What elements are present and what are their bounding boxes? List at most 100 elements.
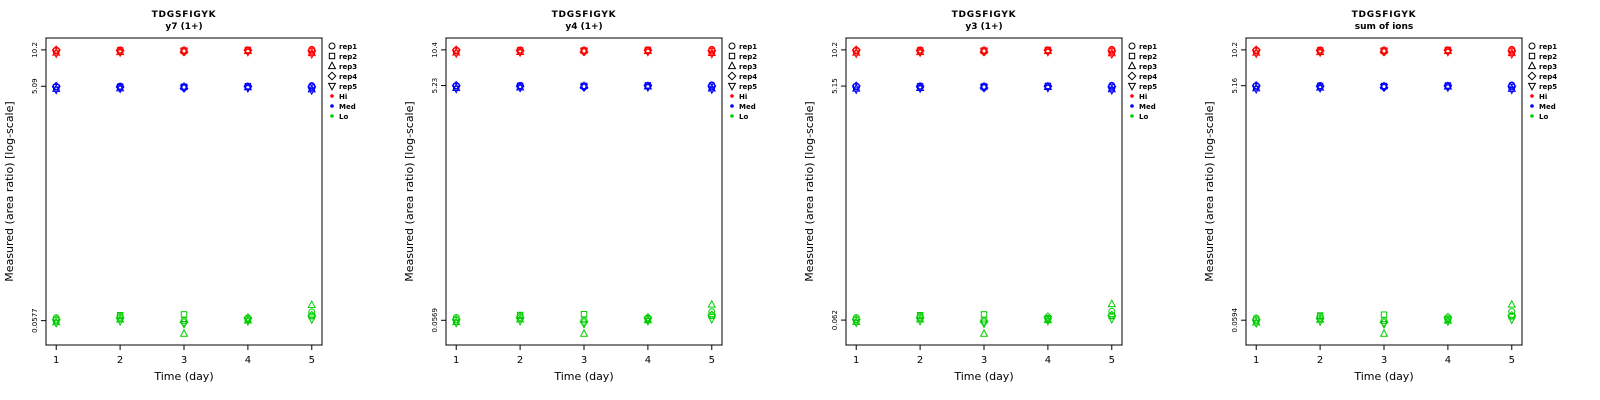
data-point-hi-rep5	[979, 48, 989, 57]
legend-group-label: Med	[339, 103, 356, 111]
legend-square-icon	[1528, 52, 1536, 60]
legend-rep-label: rep3	[1539, 63, 1557, 71]
data-point-lo-rep3	[1443, 315, 1453, 324]
data-point-lo-rep4	[915, 313, 925, 323]
data-point-lo-rep4	[515, 313, 525, 323]
legend-group-label: Med	[1539, 103, 1556, 111]
data-point-lo-rep5	[115, 318, 125, 327]
data-point-lo-rep2	[580, 310, 588, 318]
data-point-med-rep5	[51, 86, 61, 95]
legend-rep-label: rep5	[339, 83, 357, 91]
legend-group-dot-icon	[1530, 114, 1534, 118]
x-tick-label: 2	[117, 355, 123, 366]
x-axis-label: Time (day)	[153, 370, 213, 383]
y-axis-label: Measured (area ratio) [log-scale]	[3, 101, 16, 281]
data-point-hi-rep5	[915, 49, 925, 58]
data-point-med-rep5	[1443, 84, 1453, 93]
x-tick-label: 3	[181, 355, 187, 366]
x-axis-label: Time (day)	[553, 370, 613, 383]
data-point-lo-rep5	[1251, 320, 1261, 329]
data-point-hi-rep4	[1507, 45, 1517, 55]
legend-group-dot-icon	[1530, 94, 1534, 98]
data-point-lo-rep5	[1379, 321, 1389, 330]
subplot-sum-of-ions: TDGSFIGYK sum of ions 1 2 3 4 5 10.2 5.16 0.0594 T…	[1203, 10, 1557, 383]
data-point-lo-rep4	[307, 310, 317, 320]
legend-group-label: Hi	[339, 93, 347, 101]
data-point-hi-rep5	[307, 51, 317, 60]
x-tick-label: 1	[53, 355, 59, 366]
legend-triangle-down-icon	[1127, 82, 1137, 91]
data-point-lo-rep1	[1108, 307, 1116, 315]
legend: rep1 rep2 rep3 rep4 rep5 Hi Med Lo	[727, 42, 757, 121]
data-point-hi-rep5	[243, 48, 253, 57]
data-point-med-rep5	[243, 85, 253, 94]
data-point-lo-rep4	[243, 313, 253, 323]
y-axis-label: Measured (area ratio) [log-scale]	[1203, 101, 1216, 281]
data-point-lo-rep3	[1107, 299, 1117, 308]
data-point-lo-rep3	[307, 299, 317, 308]
legend-rep-label: rep5	[1139, 83, 1157, 91]
data-point-lo-rep1	[1508, 308, 1516, 316]
data-point-lo-rep5	[243, 318, 253, 327]
data-point-lo-rep3	[707, 299, 717, 308]
data-point-med-rep4	[1507, 81, 1517, 91]
data-point-lo-rep4	[1315, 313, 1325, 323]
legend-triangle-up-icon	[327, 61, 337, 70]
data-point-lo-rep5	[979, 320, 989, 329]
y-tick-label: 0.0569	[431, 308, 439, 333]
data-point-lo-rep4	[643, 313, 653, 323]
data-point-lo-rep5	[851, 319, 861, 328]
plot-title: TDGSFIGYK	[1352, 10, 1417, 20]
x-tick-label: 5	[1109, 355, 1115, 366]
legend-diamond-icon	[1127, 71, 1137, 81]
legend-group-dot-icon	[330, 114, 334, 118]
data-point-lo-rep5	[1315, 318, 1325, 327]
x-tick-label: 3	[981, 355, 987, 366]
data-point-lo-rep5	[579, 320, 589, 329]
y-tick-label: 0.062	[831, 310, 839, 330]
data-point-lo-rep5	[515, 318, 525, 326]
data-point-lo-rep5	[643, 318, 653, 326]
data-point-lo-rep3	[979, 328, 989, 337]
legend-group-dot-icon	[330, 104, 334, 108]
legend-group-dot-icon	[1130, 94, 1134, 98]
plot-title: TDGSFIGYK	[552, 10, 617, 20]
data-point-med-rep4	[1107, 81, 1117, 91]
y-tick-label: 10.4	[431, 42, 439, 58]
x-tick-label: 2	[1317, 355, 1323, 366]
legend-diamond-icon	[727, 71, 737, 81]
data-point-med-rep5	[115, 85, 125, 94]
legend-square-icon	[728, 52, 736, 60]
data-point-lo-rep4	[707, 310, 717, 320]
legend-group-dot-icon	[1130, 114, 1134, 118]
legend-group-dot-icon	[1530, 104, 1534, 108]
subplot-y3-1-: TDGSFIGYK y3 (1+) 1 2 3 4 5 10.2 5.15 0.062 Time (…	[803, 10, 1157, 383]
legend-square-icon	[1128, 52, 1136, 60]
data-point-lo-rep3	[1507, 299, 1517, 308]
legend-triangle-up-icon	[727, 61, 737, 70]
legend-group-label: Med	[1139, 103, 1156, 111]
data-point-lo-rep1	[708, 308, 716, 316]
data-point-hi-rep4	[307, 45, 317, 55]
legend-group-dot-icon	[330, 94, 334, 98]
data-point-med-rep5	[579, 83, 589, 92]
y-tick-label: 10.2	[31, 42, 39, 58]
legend-group-label: Lo	[339, 113, 348, 121]
legend-rep-label: rep2	[1139, 53, 1157, 61]
legend-rep-label: rep4	[1139, 73, 1157, 81]
data-point-lo-rep2	[1316, 312, 1324, 319]
x-tick-label: 3	[1381, 355, 1387, 366]
legend-group-dot-icon	[1130, 104, 1134, 108]
data-point-med-rep5	[515, 84, 525, 93]
legend-group-label: Med	[739, 103, 756, 111]
data-point-med-rep5	[643, 84, 653, 93]
data-point-lo-rep5	[1107, 316, 1117, 325]
legend-circle-icon	[328, 42, 336, 50]
data-point-hi-rep5	[1315, 49, 1325, 58]
legend-square-icon	[328, 52, 336, 60]
data-point-hi-rep5	[1107, 51, 1117, 60]
data-point-hi-rep4	[1251, 45, 1261, 55]
legend-rep-label: rep2	[1539, 53, 1557, 61]
data-point-med-rep4	[451, 80, 461, 90]
data-point-med-rep5	[1107, 87, 1117, 96]
